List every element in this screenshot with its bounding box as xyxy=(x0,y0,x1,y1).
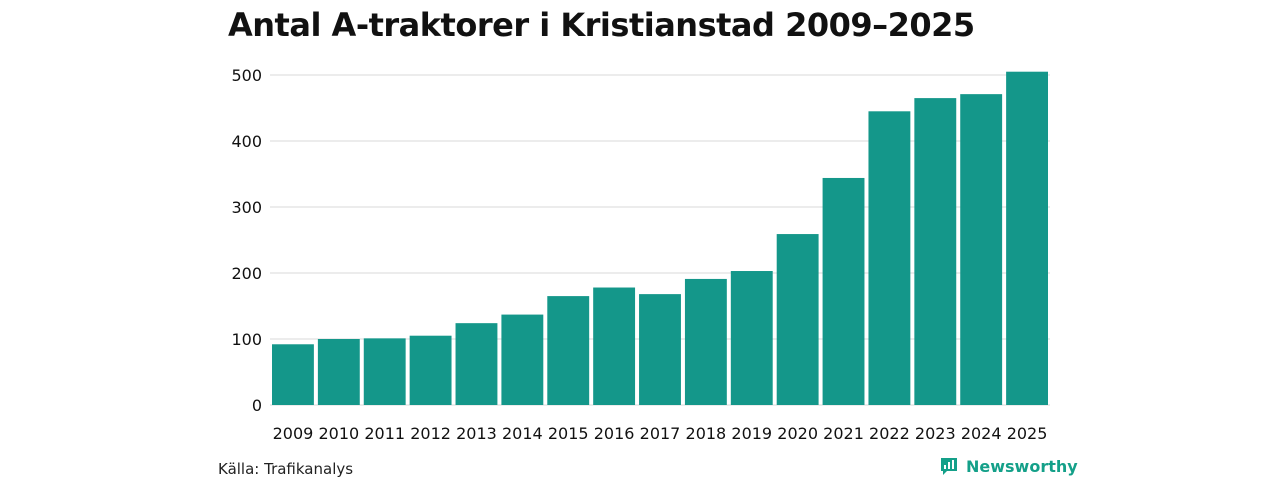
x-tick-label: 2018 xyxy=(686,424,727,443)
y-tick-label: 500 xyxy=(231,66,262,85)
x-tick-label: 2021 xyxy=(823,424,864,443)
bar-2022 xyxy=(868,111,911,406)
bar-2011 xyxy=(363,338,406,405)
y-tick-label: 400 xyxy=(231,132,262,151)
y-tick-label: 100 xyxy=(231,330,262,349)
x-tick-label: 2015 xyxy=(548,424,589,443)
newsworthy-logo-icon xyxy=(941,458,957,475)
x-tick-label: 2014 xyxy=(502,424,543,443)
x-tick-label: 2013 xyxy=(456,424,497,443)
x-tick-label: 2010 xyxy=(318,424,359,443)
x-tick-label: 2024 xyxy=(961,424,1002,443)
bar-2015 xyxy=(547,296,590,405)
bar-2012 xyxy=(409,335,452,405)
bar-2017 xyxy=(639,294,681,405)
x-tick-label: 2025 xyxy=(1007,424,1048,443)
x-axis-ticks: 2009 2010 2011 2012 2013 2014 2015 2016 2017 2018… xyxy=(273,424,1048,443)
bar-2024 xyxy=(960,94,1003,405)
bar-2020 xyxy=(776,234,819,405)
bar-2013 xyxy=(455,323,498,405)
y-axis-ticks: 0 100 200 300 400 500 xyxy=(231,66,262,415)
x-tick-label: 2023 xyxy=(915,424,956,443)
brand: Newsworthy xyxy=(939,456,1078,476)
bars xyxy=(272,71,1048,406)
bar-2025 xyxy=(1006,71,1048,405)
brand-name: Newsworthy xyxy=(966,456,1078,476)
x-tick-label: 2012 xyxy=(410,424,451,443)
bar-2021 xyxy=(822,177,865,405)
bar-2018 xyxy=(684,278,727,405)
bar-2023 xyxy=(914,98,957,405)
x-tick-label: 2019 xyxy=(731,424,772,443)
x-tick-label: 2016 xyxy=(594,424,635,443)
x-tick-label: 2020 xyxy=(777,424,818,443)
bar-2016 xyxy=(593,287,636,405)
source-label: Källa: Trafikanalys xyxy=(218,460,354,478)
chart-title: Antal A-traktorer i Kristianstad 2009–20… xyxy=(228,6,975,44)
y-tick-label: 200 xyxy=(231,264,262,283)
bar-2019 xyxy=(730,271,773,405)
y-tick-label: 300 xyxy=(231,198,262,217)
x-tick-label: 2017 xyxy=(640,424,681,443)
bar-2014 xyxy=(501,314,544,405)
y-tick-label: 0 xyxy=(252,396,262,415)
bar-2010 xyxy=(317,339,360,405)
x-tick-label: 2009 xyxy=(273,424,314,443)
x-tick-label: 2011 xyxy=(364,424,405,443)
bar-2009 xyxy=(272,344,314,405)
x-tick-label: 2022 xyxy=(869,424,910,443)
